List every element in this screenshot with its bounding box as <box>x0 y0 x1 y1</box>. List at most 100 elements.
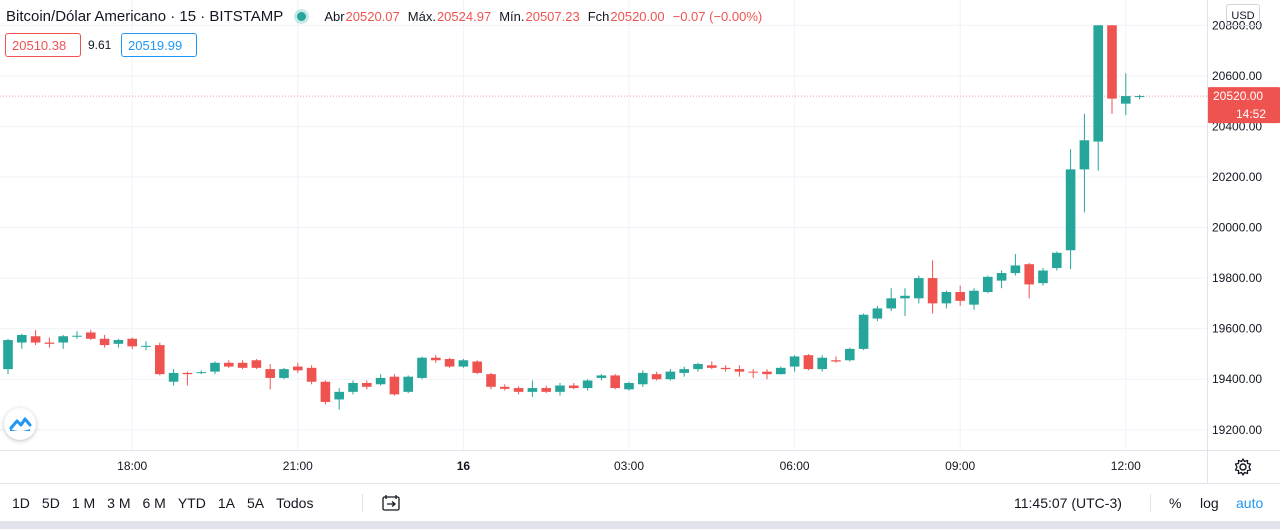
candle-body <box>624 383 634 390</box>
candle-body <box>707 365 717 368</box>
price-tick-label: 20000.00 <box>1212 221 1262 235</box>
currency-button[interactable]: USD <box>1226 4 1260 26</box>
range-1m-button[interactable]: 1 M <box>71 495 96 511</box>
time-tick-label: 16 <box>457 459 471 473</box>
market-status-icon[interactable] <box>297 11 307 21</box>
candle-body <box>389 376 400 395</box>
candle-body <box>1079 140 1090 170</box>
candle-body <box>168 372 179 382</box>
toolbar-divider <box>362 494 363 512</box>
last-price-label: 20520.00 <box>1213 89 1263 103</box>
candle-body <box>610 375 620 389</box>
tradingview-logo-icon[interactable] <box>4 408 36 440</box>
candle-body <box>210 362 220 372</box>
countdown-label: 14:52 <box>1236 107 1266 121</box>
go-to-date-icon[interactable] <box>380 492 402 514</box>
candle-body <box>996 273 1007 281</box>
low-label: Mín. <box>499 8 525 24</box>
candles <box>3 25 1145 410</box>
range-6m-button[interactable]: 6 M <box>142 495 166 511</box>
bottom-edge <box>0 521 1280 529</box>
time-tick-label: 06:00 <box>780 459 810 473</box>
candle-body <box>582 380 593 389</box>
time-tick-label: 09:00 <box>945 459 975 473</box>
candle-body <box>941 291 952 304</box>
auto-scale-toggle[interactable]: auto <box>1236 495 1264 511</box>
range-all-button[interactable]: Todos <box>276 495 314 511</box>
candle-body <box>362 383 372 387</box>
candle-body <box>555 385 565 392</box>
candle-body <box>127 338 137 347</box>
price-tick-label: 19400.00 <box>1212 372 1262 386</box>
candle-body <box>30 336 41 343</box>
candle-body <box>99 338 110 346</box>
low-value: 20507.23 <box>525 8 580 24</box>
range-5d-button[interactable]: 5D <box>41 495 60 511</box>
close-label: Fch <box>587 8 610 24</box>
candle-body <box>182 372 193 375</box>
candle-body <box>693 364 703 370</box>
sell-price-button[interactable]: 20510.38 <box>5 33 81 57</box>
candle-body <box>86 332 96 339</box>
candle-body <box>44 342 55 344</box>
candlestick-chart[interactable]: 19200.00 19400.00 19600.00 19800.00 20000.00… <box>0 0 1280 484</box>
candle-body <box>914 278 924 299</box>
candle-body <box>1052 252 1062 268</box>
candle-body <box>527 388 538 392</box>
time-tick-label: 12:00 <box>1111 459 1141 473</box>
candle-body <box>334 391 344 400</box>
candle-body <box>762 371 772 375</box>
candle-body <box>72 335 82 337</box>
buy-price-button[interactable]: 20519.99 <box>121 33 197 57</box>
candle-body <box>3 340 13 370</box>
candle-body <box>500 386 510 389</box>
candle-body <box>513 388 524 392</box>
price-tick-label: 20600.00 <box>1212 69 1262 83</box>
candle-body <box>58 336 68 343</box>
candle-body <box>417 357 427 378</box>
candle-body <box>375 377 386 385</box>
change-value: −0.07 (−0.00%) <box>672 8 763 24</box>
close-value: 20520.00 <box>610 8 665 24</box>
spread-value: 9.61 <box>88 38 112 52</box>
clock-timezone[interactable]: 11:45:07 (UTC-3) <box>1014 495 1122 511</box>
candle-body <box>403 376 413 392</box>
candle-body <box>17 334 27 343</box>
candle-body <box>444 358 455 367</box>
candle-body <box>472 361 482 373</box>
price-tick-label: 20200.00 <box>1212 170 1262 184</box>
candle-body <box>845 348 855 361</box>
log-scale-toggle[interactable]: log <box>1200 495 1219 511</box>
range-3m-button[interactable]: 3 M <box>107 495 131 511</box>
candle-body <box>320 381 331 402</box>
range-ytd-button[interactable]: YTD <box>177 495 206 511</box>
candle-body <box>789 356 800 367</box>
range-1d-button[interactable]: 1D <box>12 495 30 511</box>
range-5a-button[interactable]: 5A <box>246 495 265 511</box>
candle-body <box>155 345 165 375</box>
candle-body <box>900 295 910 299</box>
candle-body <box>569 385 579 389</box>
candle-body <box>858 314 869 349</box>
settings-gear-icon[interactable] <box>1233 457 1253 477</box>
candle-body <box>651 374 662 380</box>
percent-scale-toggle[interactable]: % <box>1169 495 1182 511</box>
candle-body <box>596 375 607 378</box>
candle-body <box>983 276 993 292</box>
candle-body <box>306 367 317 382</box>
symbol-title[interactable]: Bitcoin/Dólar Americano · 15 · BITSTAMP <box>6 7 284 25</box>
candle-body <box>748 371 758 373</box>
grid <box>0 0 1207 450</box>
candle-body <box>1010 265 1021 274</box>
candle-body <box>431 357 441 361</box>
high-value: 20524.97 <box>436 8 492 24</box>
candle-body <box>1038 270 1048 284</box>
candle-body <box>872 308 883 319</box>
candle-body <box>113 340 124 344</box>
candle-body <box>638 372 648 385</box>
time-tick-label: 18:00 <box>117 459 147 473</box>
candle-body <box>720 367 731 370</box>
range-1a-button[interactable]: 1A <box>217 495 235 511</box>
candle-body <box>1107 25 1117 99</box>
open-value: 20520.07 <box>345 8 400 24</box>
